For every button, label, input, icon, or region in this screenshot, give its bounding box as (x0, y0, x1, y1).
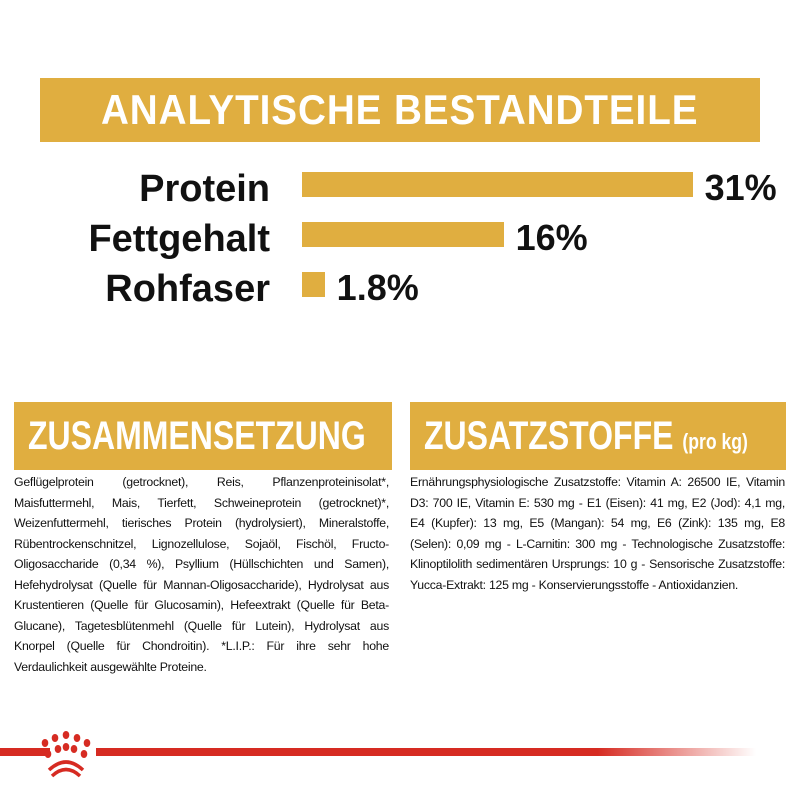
composition-header: ZUSAMMENSETZUNG (14, 402, 392, 470)
nutrient-row-protein: Protein 31% (0, 167, 800, 212)
nutrient-label: Rohfaser (105, 268, 270, 310)
nutrient-label: Protein (139, 168, 270, 210)
nutrient-value: 31% (704, 167, 777, 208)
additives-text: Ernährungsphysiologische Zusatzstoffe: V… (410, 475, 785, 592)
nutrient-bar (302, 222, 504, 247)
composition-text: Geflügelprotein (getrocknet), Reis, Pfla… (14, 475, 389, 674)
nutrient-row-fat: Fettgehalt 16% (0, 217, 800, 262)
nutrient-value: 1.8% (336, 267, 419, 308)
nutrient-bar (302, 172, 693, 197)
additives-title: ZUSATZSTOFFE (424, 413, 674, 458)
nutrient-value: 16% (515, 217, 588, 258)
footer-red-line (96, 748, 756, 756)
nutrient-label: Fettgehalt (88, 218, 270, 260)
analysis-banner: ANALYTISCHE BESTANDTEILE (40, 78, 760, 142)
additives-title-suffix: (pro kg) (682, 428, 748, 454)
additives-header: ZUSATZSTOFFE (pro kg) (410, 402, 786, 470)
footer-red-line (0, 748, 50, 756)
analysis-title: ANALYTISCHE BESTANDTEILE (101, 86, 699, 133)
composition-title: ZUSAMMENSETZUNG (28, 413, 366, 458)
nutrient-row-fiber: Rohfaser 1.8% (0, 267, 800, 312)
royal-canin-crown-icon (41, 731, 91, 778)
nutrient-bar (302, 272, 325, 297)
